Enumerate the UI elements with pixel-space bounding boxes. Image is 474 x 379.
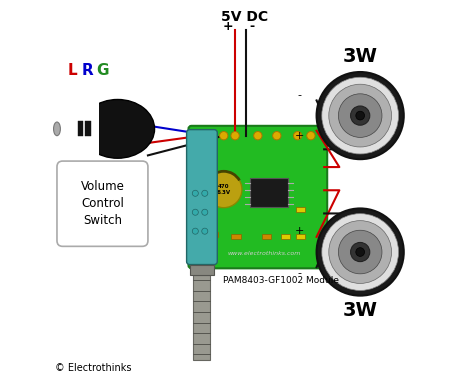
Bar <box>296 234 305 239</box>
Ellipse shape <box>81 100 155 158</box>
Bar <box>85 121 91 136</box>
Text: R: R <box>82 63 93 78</box>
Circle shape <box>254 132 262 140</box>
Circle shape <box>202 209 208 215</box>
Bar <box>47 95 99 163</box>
Circle shape <box>356 111 365 120</box>
Circle shape <box>202 228 208 234</box>
Text: © Electrothinks: © Electrothinks <box>55 363 132 373</box>
Bar <box>281 234 290 239</box>
Text: PAM8403-GF1002 Module: PAM8403-GF1002 Module <box>223 276 338 285</box>
Circle shape <box>356 248 365 257</box>
Circle shape <box>351 106 370 125</box>
Bar <box>209 232 218 237</box>
Bar <box>262 234 271 239</box>
Circle shape <box>208 132 217 140</box>
Text: +: + <box>295 132 304 141</box>
Circle shape <box>322 77 399 154</box>
Circle shape <box>219 132 228 140</box>
Circle shape <box>329 221 392 283</box>
Bar <box>78 121 83 136</box>
Text: www.electrothinks.com: www.electrothinks.com <box>228 251 301 257</box>
Circle shape <box>192 209 198 215</box>
FancyBboxPatch shape <box>57 161 148 246</box>
Circle shape <box>197 132 205 140</box>
Ellipse shape <box>54 122 60 136</box>
Text: 3W: 3W <box>343 301 378 320</box>
Bar <box>250 178 288 207</box>
Circle shape <box>231 132 239 140</box>
Circle shape <box>317 208 404 296</box>
Text: 5V DC: 5V DC <box>221 10 268 24</box>
Circle shape <box>351 243 370 262</box>
FancyBboxPatch shape <box>189 126 327 268</box>
Circle shape <box>293 132 302 140</box>
Text: Volume
Control
Switch: Volume Control Switch <box>81 180 124 227</box>
Bar <box>231 234 241 239</box>
Text: +: + <box>295 226 304 236</box>
Circle shape <box>206 171 242 208</box>
FancyBboxPatch shape <box>187 130 217 265</box>
Bar <box>57 122 95 136</box>
Circle shape <box>192 190 198 196</box>
Text: +: + <box>223 20 234 33</box>
Text: -: - <box>298 90 301 100</box>
Circle shape <box>317 72 404 159</box>
Circle shape <box>273 132 281 140</box>
Text: -: - <box>250 20 255 33</box>
Circle shape <box>202 190 208 196</box>
Text: -: - <box>298 268 301 278</box>
Circle shape <box>338 230 382 274</box>
Text: G: G <box>96 63 109 78</box>
Bar <box>190 265 214 275</box>
Circle shape <box>307 132 315 140</box>
Circle shape <box>338 94 382 138</box>
Text: L: L <box>67 63 77 78</box>
Bar <box>193 275 210 360</box>
Circle shape <box>329 84 392 147</box>
Text: 470
6.3V: 470 6.3V <box>217 184 231 195</box>
Text: 3W: 3W <box>343 47 378 66</box>
Bar <box>296 207 305 212</box>
Circle shape <box>322 214 399 290</box>
Circle shape <box>192 228 198 234</box>
